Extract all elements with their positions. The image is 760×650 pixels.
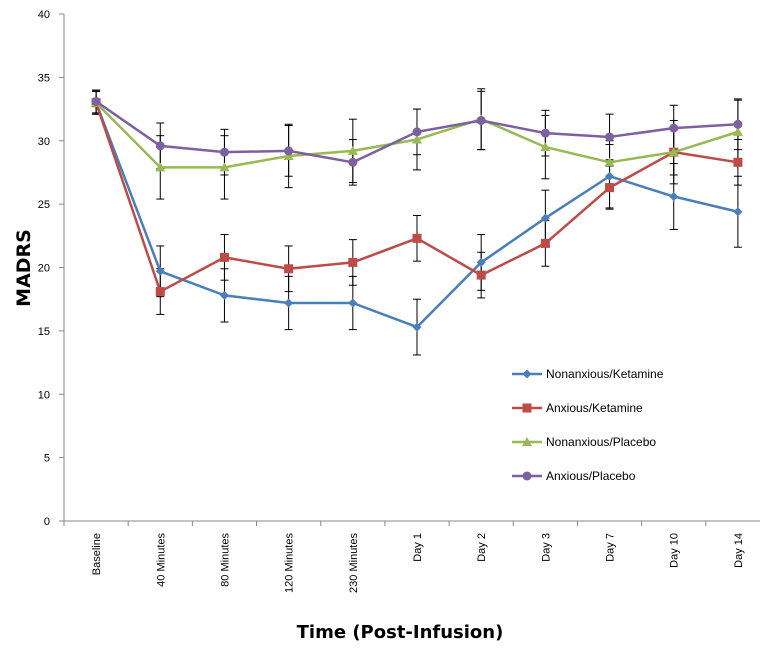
data-point [284,264,294,274]
data-point [733,207,743,217]
x-tick-label: 120 Minutes [284,533,296,593]
legend: Nonanxious/Ketamine Anxious/Ketamine Nonan… [512,367,664,483]
legend-swatch-marker [522,403,532,413]
data-point [219,252,229,262]
x-axis: Baseline 40 Minutes 80 Minutes 120 Minutes 2… [63,520,760,593]
data-point [476,115,486,125]
y-tick-label: 15 [38,326,50,338]
legend-swatch-marker [522,471,532,481]
data-point [219,147,229,157]
data-point [668,147,679,157]
legend-swatch-marker [522,437,532,446]
data-point [284,298,294,308]
y-tick-label: 0 [44,516,50,528]
data-point [605,171,615,181]
y-tick-label: 30 [38,136,50,148]
data-point [155,162,166,172]
data-point [412,233,422,243]
y-tick-label: 40 [38,9,50,21]
data-point [412,127,422,137]
y-tick-label: 5 [44,453,50,465]
legend-label: Anxious/Placebo [546,469,636,483]
data-point [733,119,743,129]
x-tick-label: Day 10 [669,533,681,568]
data-point [605,132,615,142]
data-point [91,96,101,106]
legend-label: Anxious/Ketamine [546,401,643,415]
x-tick-label: Day 2 [476,533,488,562]
y-axis: 0 5 10 15 20 25 30 35 40 [38,9,65,528]
data-point [155,266,165,276]
x-tick-label: Day 3 [540,533,552,562]
legend-swatch-marker [522,369,532,379]
data-point [348,157,358,167]
data-point [476,270,486,280]
y-tick-label: 25 [38,199,50,211]
legend-label: Nonanxious/Placebo [546,435,656,449]
x-tick-label: Day 1 [412,533,424,562]
x-tick-label: Baseline [91,533,103,575]
data-point [605,183,615,193]
legend-label: Nonanxious/Ketamine [546,367,664,381]
y-tick-label: 10 [38,389,50,401]
data-point [732,126,743,136]
data-point [219,290,229,300]
x-tick-label: Day 14 [733,533,745,568]
x-tick-label: 80 Minutes [219,533,231,587]
data-point [283,150,294,160]
data-point [476,257,486,267]
data-point [540,142,551,152]
data-point [284,146,294,156]
data-point [348,298,358,308]
x-tick-label: 40 Minutes [155,533,167,587]
x-tick-label: Day 7 [605,533,617,562]
series-lines [91,96,743,332]
data-point [733,157,743,167]
data-point [540,128,550,138]
y-tick-label: 20 [38,263,50,275]
data-point [219,162,230,172]
data-point [347,145,358,155]
x-axis-title: Time (Post-Infusion) [297,622,504,643]
data-point [155,141,165,151]
y-axis-title: MADRS [13,229,35,307]
data-point [540,213,550,223]
data-point [540,238,550,248]
x-tick-label: 230 Minutes [348,533,360,593]
data-point [604,157,615,167]
data-point [412,322,422,332]
data-point [669,123,679,133]
y-tick-label: 35 [38,72,50,84]
data-point [669,192,679,202]
data-point [412,134,422,144]
data-point [348,257,358,267]
data-point [155,287,165,297]
